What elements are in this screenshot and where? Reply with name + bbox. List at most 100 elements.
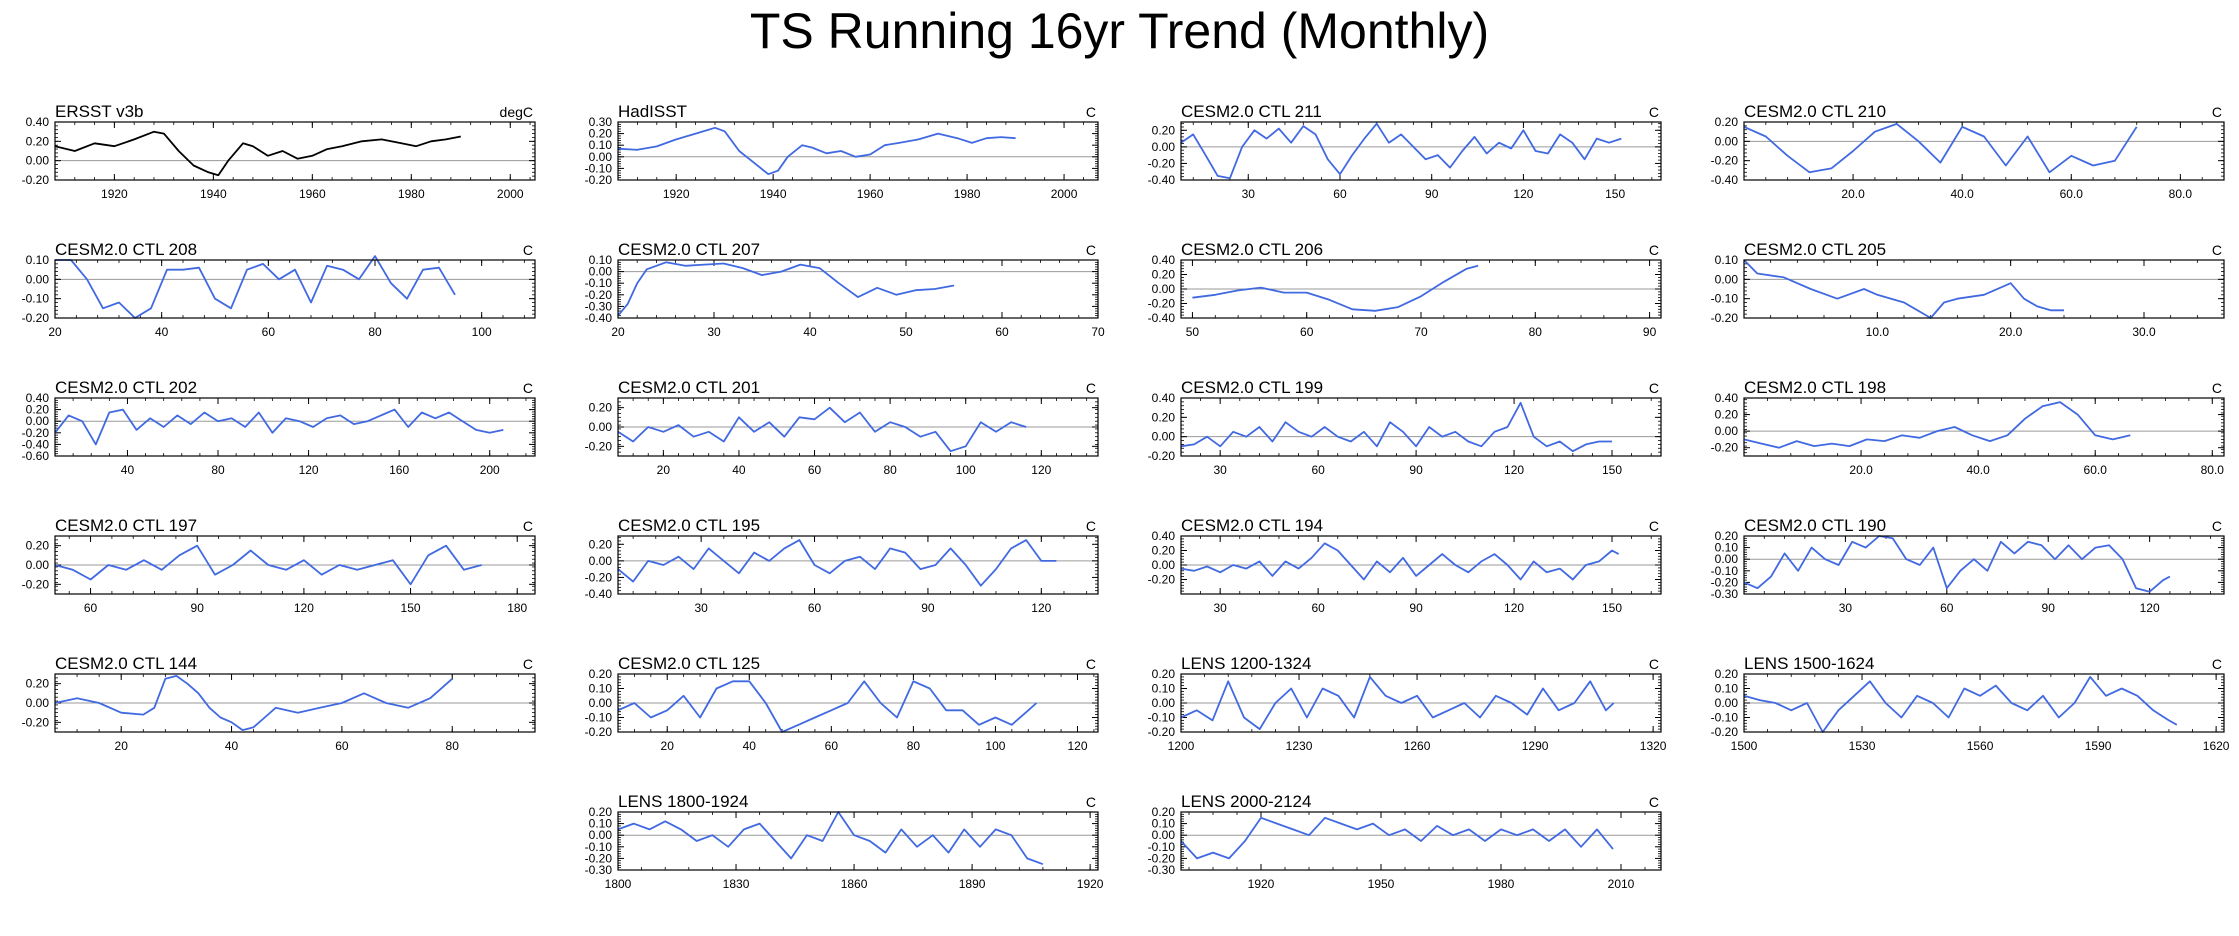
x-tick-label: 60.0	[2084, 463, 2108, 477]
y-tick-label: -0.10	[585, 161, 613, 175]
x-tick-label: 60	[808, 601, 822, 615]
x-tick-label: 80.0	[2169, 187, 2193, 201]
y-tick-label: 0.00	[589, 696, 613, 710]
series-line	[54, 408, 504, 446]
chart-panel: CESM2.0 CTL 199 C -0.20 0.00 0.20 0.40 30 60 90 1…	[1148, 378, 1662, 477]
chart-panel: HadISST C -0.20-0.100.000.100.200.30 1920 19…	[585, 102, 1099, 201]
y-tick-label: 0.00	[1152, 558, 1176, 572]
panel-title: CESM2.0 CTL 197	[55, 516, 197, 535]
series-line	[54, 675, 453, 731]
panel-title: CESM2.0 CTL 195	[618, 516, 760, 535]
x-tick-label: 1950	[1368, 877, 1395, 891]
y-tick-label: 0.20	[1715, 115, 1739, 129]
x-tick-label: 1940	[200, 187, 227, 201]
x-tick-label: 40	[155, 325, 169, 339]
series-line	[1180, 542, 1620, 581]
chart-panel: CESM2.0 CTL 197 C -0.20 0.00 0.20 60 90 120 150 1…	[22, 516, 536, 615]
panel-units: C	[523, 518, 533, 534]
x-tick-label: 1500	[1731, 739, 1758, 753]
y-tick-label: -0.20	[585, 570, 613, 584]
x-tick-label: 150	[1602, 601, 1622, 615]
x-tick-label: 20.0	[1999, 325, 2023, 339]
x-tick-label: 1230	[1286, 739, 1313, 753]
y-tick-label: 0.20	[26, 539, 50, 553]
y-tick-label: 0.00	[589, 420, 613, 434]
panel-units: C	[523, 242, 533, 258]
x-tick-label: 20.0	[1841, 187, 1865, 201]
x-tick-label: 1830	[723, 877, 750, 891]
panel-units: C	[1086, 656, 1096, 672]
x-tick-label: 1530	[1849, 739, 1876, 753]
y-tick-label: -0.20	[22, 173, 50, 187]
y-tick-label: 0.00	[1152, 828, 1176, 842]
plot-frame	[1743, 121, 2225, 181]
y-tick-label: -0.20	[1148, 851, 1176, 865]
chart-panel: CESM2.0 CTL 210 C -0.40 -0.20 0.00 0.20 20.0 40…	[1711, 102, 2225, 201]
x-tick-label: 30	[1839, 601, 1853, 615]
x-tick-label: 1290	[1522, 739, 1549, 753]
x-tick-label: 100	[472, 325, 492, 339]
y-tick-label: 0.10	[589, 817, 613, 831]
y-tick-label: -0.40	[1148, 311, 1176, 325]
y-tick-label: -0.10	[585, 840, 613, 854]
x-tick-label: 80	[1529, 325, 1543, 339]
panel-title: LENS 1800-1924	[618, 792, 748, 811]
y-tick-label: -0.40	[585, 587, 613, 601]
plot-frame	[617, 811, 1099, 871]
x-tick-label: 1260	[1404, 739, 1431, 753]
x-tick-label: 160	[389, 463, 409, 477]
x-tick-label: 1860	[841, 877, 868, 891]
series-line	[1743, 259, 2064, 319]
y-tick-label: 0.00	[26, 154, 50, 168]
plot-frame	[617, 259, 1099, 319]
y-tick-label: 0.00	[1152, 696, 1176, 710]
y-tick-label: 0.20	[1152, 544, 1176, 558]
x-tick-label: 50	[899, 325, 913, 339]
y-tick-label: 0.40	[1152, 529, 1176, 543]
panel-units: C	[2212, 242, 2222, 258]
series-line	[54, 130, 461, 177]
y-tick-label: 0.20	[26, 403, 50, 417]
y-tick-label: -0.30	[1711, 587, 1739, 601]
panel-title: CESM2.0 CTL 202	[55, 378, 197, 397]
y-tick-label: 0.00	[1152, 282, 1176, 296]
y-tick-label: -0.40	[1148, 173, 1176, 187]
series-line	[1743, 535, 2171, 593]
x-tick-label: 60	[995, 325, 1009, 339]
panel-units: C	[1086, 104, 1096, 120]
chart-panel: CESM2.0 CTL 190 C -0.30-0.20-0.100.000.100…	[1711, 516, 2225, 615]
x-tick-label: 1620	[2203, 739, 2230, 753]
x-tick-label: 100	[985, 739, 1005, 753]
panel-units: C	[2212, 380, 2222, 396]
series-line	[54, 544, 482, 586]
x-tick-label: 1940	[760, 187, 787, 201]
x-tick-label: 20	[611, 325, 625, 339]
x-tick-label: 30.0	[2132, 325, 2156, 339]
x-tick-label: 30	[1214, 601, 1228, 615]
y-tick-label: 0.30	[589, 115, 613, 129]
panel-units: C	[1649, 380, 1659, 396]
y-tick-label: 0.20	[1715, 408, 1739, 422]
y-tick-label: 0.20	[1152, 805, 1176, 819]
panel-title: CESM2.0 CTL 190	[1744, 516, 1886, 535]
x-tick-label: 1980	[1488, 877, 1515, 891]
x-tick-label: 1560	[1967, 739, 1994, 753]
y-tick-label: -0.20	[22, 715, 50, 729]
y-tick-label: 0.20	[1152, 123, 1176, 137]
panel-title: LENS 1500-1624	[1744, 654, 1874, 673]
x-tick-label: 60	[335, 739, 349, 753]
plot-frame	[617, 673, 1099, 733]
panel-title: CESM2.0 CTL 194	[1181, 516, 1323, 535]
y-tick-label: 0.20	[1152, 667, 1176, 681]
panel-units: C	[523, 656, 533, 672]
plot-frame	[1180, 121, 1662, 181]
chart-panel: CESM2.0 CTL 144 C -0.20 0.00 0.20 20 40 60 80	[22, 654, 536, 753]
x-tick-label: 40	[732, 463, 746, 477]
y-tick-label: -0.20	[22, 311, 50, 325]
plot-frame	[1743, 673, 2225, 733]
x-tick-label: 120	[294, 601, 314, 615]
x-tick-label: 20	[657, 463, 671, 477]
y-tick-label: -0.30	[585, 863, 613, 877]
x-tick-label: 70	[1091, 325, 1105, 339]
series-line	[1743, 401, 2131, 449]
